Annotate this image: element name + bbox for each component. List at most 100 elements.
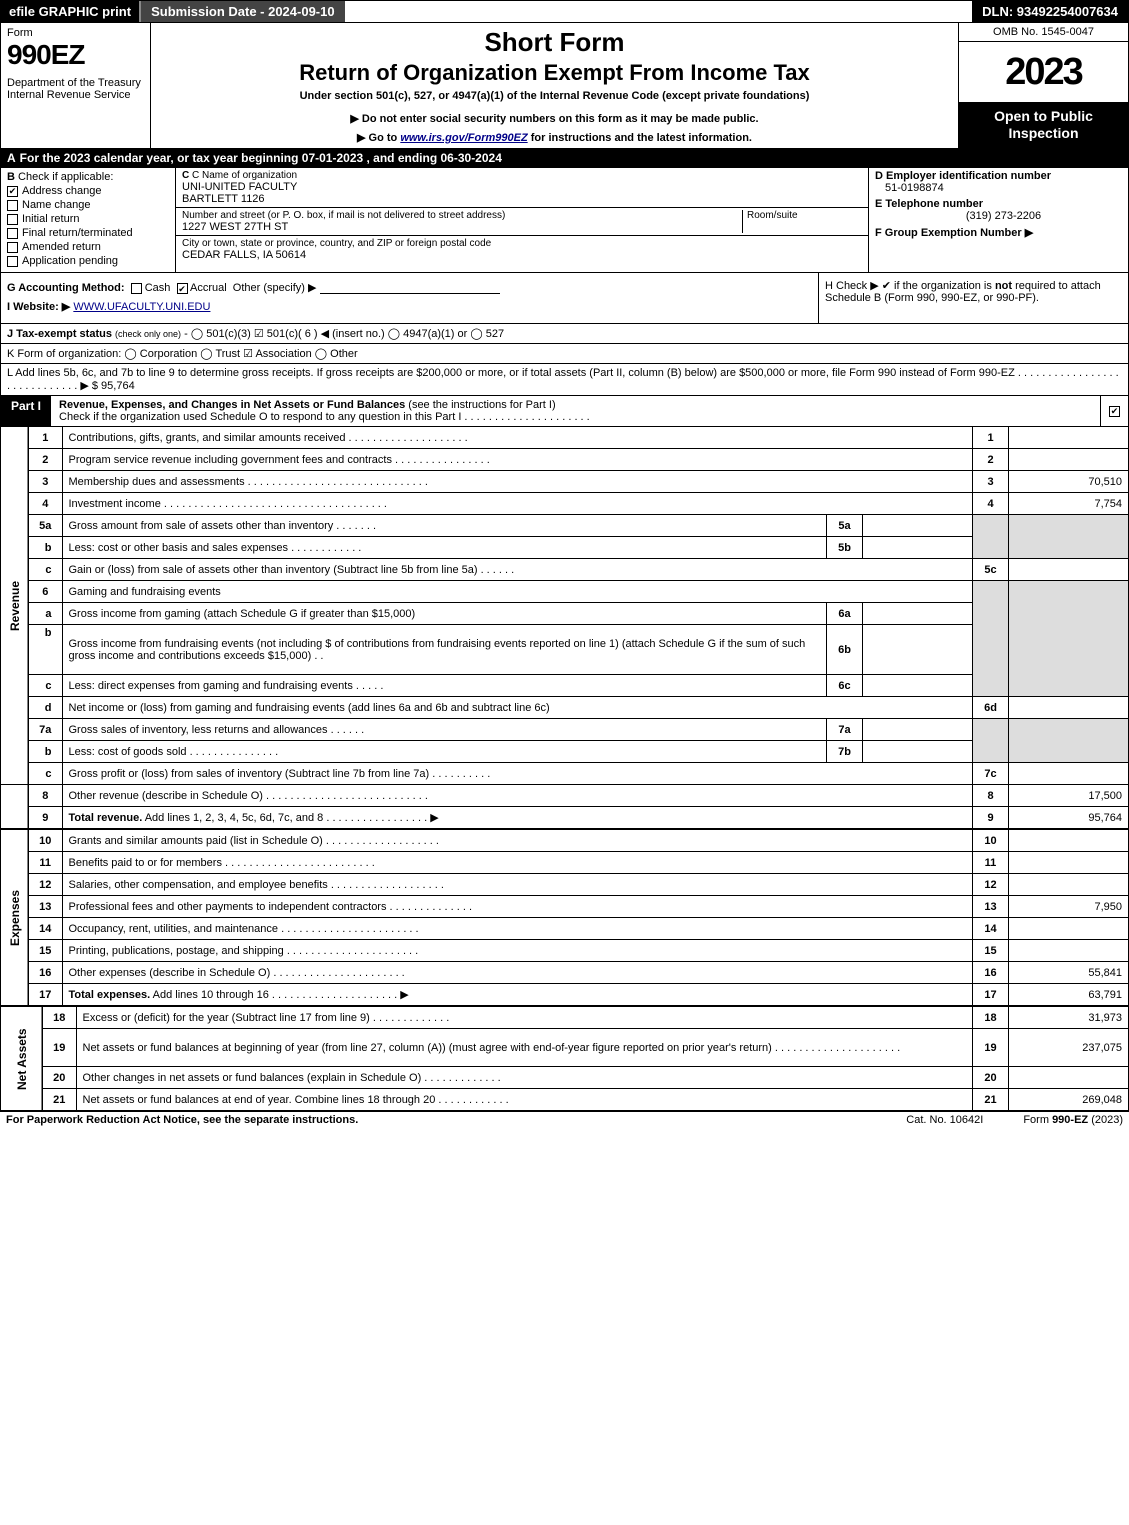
top-bar: efile GRAPHIC print Submission Date - 20… [0,0,1129,23]
checkbox-icon [7,242,18,253]
department: Department of the Treasury Internal Reve… [7,77,144,101]
line-desc: Net income or (loss) from gaming and fun… [62,697,973,719]
goto-post: for instructions and the latest informat… [528,132,752,144]
addr-val: 1227 WEST 27TH ST [182,221,742,233]
part-1-title: Revenue, Expenses, and Changes in Net As… [51,396,1100,426]
line-i: I Website: ▶ WWW.UFACULTY.UNI.EDU [7,300,812,313]
col-c: C C Name of organization UNI-UNITED FACU… [176,168,868,272]
header-center: Short Form Return of Organization Exempt… [151,23,958,148]
line-desc: Total revenue. Add lines 1, 2, 3, 4, 5c,… [62,807,973,829]
tax-year: 2023 [959,42,1128,102]
header-right: OMB No. 1545-0047 2023 Open to Public In… [958,23,1128,148]
col-b-title: Check if applicable: [18,171,113,183]
net-assets-table: Net Assets 18Excess or (deficit) for the… [0,1006,1129,1111]
val-4: 7,754 [1009,493,1129,515]
city-val: CEDAR FALLS, IA 50614 [182,249,862,261]
chk-final-return[interactable]: Final return/terminated [7,227,169,239]
line-desc: Occupancy, rent, utilities, and maintena… [62,918,973,940]
chk-initial-return[interactable]: Initial return [7,213,169,225]
addr-lbl: Number and street (or P. O. box, if mail… [182,210,742,221]
l-val: 95,764 [101,380,135,392]
efile-label[interactable]: efile GRAPHIC print [1,1,139,22]
val-8: 17,500 [1009,785,1129,807]
line-desc: Program service revenue including govern… [62,449,973,471]
val-16: 55,841 [1009,962,1129,984]
footer-cat: Cat. No. 10642I [906,1114,983,1126]
line-desc: Salaries, other compensation, and employ… [62,874,973,896]
checkbox-icon[interactable]: ✔ [177,283,188,294]
h-not: not [995,280,1012,292]
line-desc: Total expenses. Add lines 10 through 16 … [62,984,973,1006]
submission-date: Submission Date - 2024-09-10 [139,1,345,22]
line-desc: Gross amount from sale of assets other t… [62,515,827,537]
expenses-table: Expenses 10Grants and similar amounts pa… [0,829,1129,1006]
line-desc: Gross income from fundraising events (no… [62,625,827,675]
line-desc: Contributions, gifts, grants, and simila… [62,427,973,449]
goto-pre: ▶ Go to [357,132,400,144]
chk-name-change[interactable]: Name change [7,199,169,211]
right-num: 1 [973,427,1009,449]
chk-label: Address change [22,185,102,197]
col-def: D Employer identification number 51-0198… [868,168,1128,272]
side-net-assets: Net Assets [1,1007,43,1111]
checkbox-icon[interactable]: ✔ [882,280,891,292]
part-1-check-line: Check if the organization used Schedule … [59,411,590,423]
footer: For Paperwork Reduction Act Notice, see … [0,1111,1129,1128]
do-not-enter: ▶ Do not enter social security numbers o… [161,112,948,125]
side-revenue: Revenue [1,427,29,785]
e-lbl: E Telephone number [875,198,1122,210]
f-lbl: F Group Exemption Number ▶ [875,226,1122,239]
org-name-2: BARTLETT 1126 [182,193,862,205]
line-h: H Check ▶ ✔ if the organization is not r… [818,273,1128,323]
section-bcdef: B Check if applicable: Address change Na… [0,168,1129,273]
g-label: G Accounting Method: [7,282,125,294]
goto-link[interactable]: www.irs.gov/Form990EZ [400,132,527,144]
form-number: 990EZ [7,39,144,71]
g-other: Other (specify) ▶ [233,282,317,294]
room-lbl: Room/suite [747,210,862,221]
line-num: 1 [28,427,62,449]
checkbox-icon [7,228,18,239]
line-desc: Excess or (deficit) for the year (Subtra… [76,1007,973,1029]
line-desc: Professional fees and other payments to … [62,896,973,918]
g-cash: Cash [145,282,171,294]
val-17: 63,791 [1009,984,1129,1006]
d-val: 51-0198874 [885,182,1122,194]
checkbox-icon [7,200,18,211]
line-desc: Gross sales of inventory, less returns a… [62,719,827,741]
side-expenses: Expenses [1,830,29,1006]
d-lbl: D Employer identification number [875,170,1122,182]
chk-application-pending[interactable]: Application pending [7,255,169,267]
e-val: (319) 273-2206 [885,210,1122,222]
col-b: B Check if applicable: Address change Na… [1,168,176,272]
chk-label: Application pending [22,255,118,267]
chk-address-change[interactable]: Address change [7,185,169,197]
line-a: AFor the 2023 calendar year, or tax year… [0,149,1129,168]
h-pre: H Check ▶ [825,280,882,292]
footer-left: For Paperwork Reduction Act Notice, see … [6,1114,906,1126]
city-lbl: City or town, state or province, country… [182,238,862,249]
form-header: Form 990EZ Department of the Treasury In… [0,23,1129,149]
title-short-form: Short Form [161,27,948,58]
i-label: I Website: ▶ [7,301,70,313]
chk-label: Name change [22,199,91,211]
part-1-header: Part I Revenue, Expenses, and Changes in… [0,395,1129,426]
checkbox-icon[interactable] [131,283,142,294]
part-1-title-bold: Revenue, Expenses, and Changes in Net As… [59,399,405,411]
part-1-title-rest: (see the instructions for Part I) [405,399,555,411]
val-21: 269,048 [1009,1089,1129,1111]
chk-amended-return[interactable]: Amended return [7,241,169,253]
val-13: 7,950 [1009,896,1129,918]
line-desc: Gain or (loss) from sale of assets other… [62,559,973,581]
line-g: G Accounting Method: Cash ✔ Accrual Othe… [7,281,812,294]
line-desc: Other revenue (describe in Schedule O) .… [62,785,973,807]
val-9: 95,764 [1009,807,1129,829]
website-link[interactable]: WWW.UFACULTY.UNI.EDU [73,301,210,313]
open-to-public: Open to Public Inspection [959,102,1128,148]
line-desc: Other changes in net assets or fund bala… [76,1067,973,1089]
line-k: K Form of organization: ◯ Corporation ◯ … [0,343,1129,363]
line-desc: Less: cost of goods sold . . . . . . . .… [62,741,827,763]
checkbox-icon [7,256,18,267]
val-19: 237,075 [1009,1029,1129,1067]
part-1-checkbox[interactable]: ✔ [1100,396,1128,426]
